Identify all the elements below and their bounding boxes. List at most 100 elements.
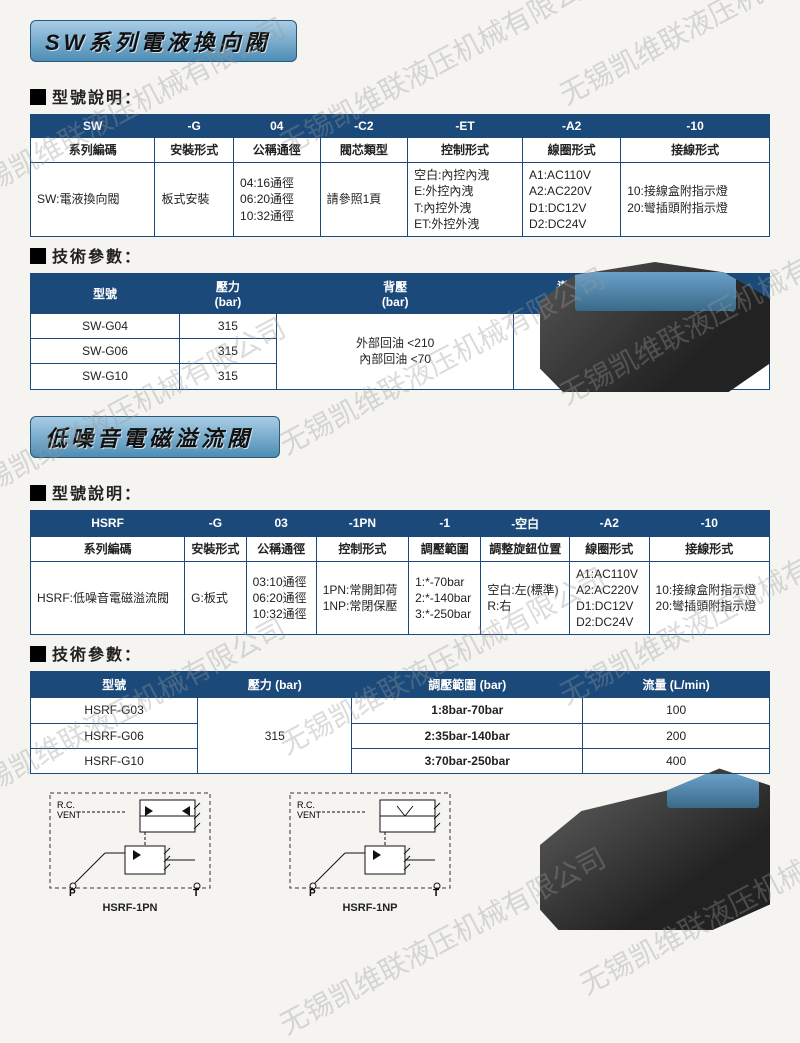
table-cell: HSRF-G03 <box>31 698 198 723</box>
section2-title: 低噪音電磁溢流閥 <box>30 416 280 458</box>
table-cell: HSRF-G06 <box>31 723 198 748</box>
square-bullet-icon <box>30 646 46 662</box>
table-header: 調壓範圍 (bar) <box>352 672 583 698</box>
table-cell: A1:AC110VA2:AC220VD1:DC12VD2:DC24V <box>523 163 621 237</box>
table-cell: 安裝形式 <box>155 138 234 163</box>
table-cell: 1:*-70bar2:*-140bar3:*-250bar <box>409 561 481 635</box>
section1-model-table: SW-G04-C2-ET-A2-10 系列編碼安裝形式公稱通徑閥芯類型控制形式線… <box>30 114 770 237</box>
diagram2-label: HSRF-1NP <box>280 902 460 914</box>
table-cell: 公稱通徑 <box>246 536 316 561</box>
table-cell: 控制形式 <box>316 536 408 561</box>
diagram1-label: HSRF-1PN <box>40 902 220 914</box>
diagram-hsrf-1pn: R.C. VENT P T HSRF-1PN <box>40 788 220 914</box>
table-cell: 外部回油 <210內部回油 <70 <box>276 313 514 389</box>
table-cell: 1:8bar-70bar <box>352 698 583 723</box>
table-header: SW <box>31 115 155 138</box>
section1-sub2-text: 技術參數： <box>52 249 142 266</box>
table-cell: 1PN:常開卸荷1NP:常閉保壓 <box>316 561 408 635</box>
diagram-rc-label: R.C. <box>57 800 75 810</box>
section2-sub1-text: 型號說明： <box>52 486 142 503</box>
table-header: 壓力 (bar) <box>198 672 352 698</box>
table-cell: 控制形式 <box>408 138 523 163</box>
table-cell: SW-G10 <box>31 364 180 389</box>
valve-photo-sw <box>540 262 770 392</box>
section2-tech-table: 型號壓力 (bar)調壓範圍 (bar)流量 (L/min) HSRF-G033… <box>30 671 770 774</box>
section2-model-table: HSRF-G03-1PN-1-空白-A2-10 系列編碼安裝形式公稱通徑控制形式… <box>30 510 770 636</box>
table-cell: 10:接線盒附指示燈20:彎插頭附指示燈 <box>649 561 769 635</box>
table-cell: 100 <box>583 698 770 723</box>
table-cell: 3:70bar-250bar <box>352 748 583 773</box>
table-cell: G:板式 <box>185 561 246 635</box>
table-cell: SW-G04 <box>31 313 180 338</box>
table-cell: 調整旋鈕位置 <box>481 536 570 561</box>
section2-sub2: 技術參數： <box>30 641 770 665</box>
section2-sub2-text: 技術參數： <box>52 647 142 664</box>
table-cell: 線圈形式 <box>523 138 621 163</box>
table-cell: SW-G06 <box>31 339 180 364</box>
svg-text:P: P <box>69 888 76 898</box>
table-row: HSRF-G10 3:70bar-250bar400 <box>31 748 770 773</box>
table-header: -C2 <box>320 115 407 138</box>
table-header: -10 <box>621 115 770 138</box>
table-header: 04 <box>234 115 321 138</box>
table-cell: 系列編碼 <box>31 138 155 163</box>
table-cell: 空白:內控內洩E:外控內洩T:內控外洩ET:外控外洩 <box>408 163 523 237</box>
section1-sub1-text: 型號說明： <box>52 90 142 107</box>
table-header: -1 <box>409 510 481 536</box>
table-header: 型號 <box>31 273 180 313</box>
table-header: -A2 <box>523 115 621 138</box>
table-header: -1PN <box>316 510 408 536</box>
square-bullet-icon <box>30 89 46 105</box>
table-cell: 空白:左(標準)R:右 <box>481 561 570 635</box>
table-header: -空白 <box>481 510 570 536</box>
table-header: HSRF <box>31 510 185 536</box>
svg-text:R.C.: R.C. <box>297 800 315 810</box>
table-cell: 10:接線盒附指示燈20:彎插頭附指示燈 <box>621 163 770 237</box>
table-row: HSRF-G06 2:35bar-140bar200 <box>31 723 770 748</box>
table-cell: 315 <box>179 364 276 389</box>
table-cell: 315 <box>198 698 352 774</box>
table-cell: 03:10通徑06:20通徑10:32通徑 <box>246 561 316 635</box>
table-cell: 公稱通徑 <box>234 138 321 163</box>
diagram-hsrf-1np: R.C. VENT P T HSRF-1NP <box>280 788 460 914</box>
table-cell: SW:電液換向閥 <box>31 163 155 237</box>
table-header: -ET <box>408 115 523 138</box>
svg-text:T: T <box>193 888 199 898</box>
table-cell: 調壓範圍 <box>409 536 481 561</box>
table-cell: 315 <box>179 313 276 338</box>
table-header: -10 <box>649 510 769 536</box>
section1-sub1: 型號說明： <box>30 84 770 108</box>
table-cell: HSRF:低噪音電磁溢流閥 <box>31 561 185 635</box>
table-header: -G <box>185 510 246 536</box>
square-bullet-icon <box>30 248 46 264</box>
table-header: 03 <box>246 510 316 536</box>
table-header: 流量 (L/min) <box>583 672 770 698</box>
svg-text:P: P <box>309 888 316 898</box>
table-cell: 線圈形式 <box>570 536 649 561</box>
table-header: -G <box>155 115 234 138</box>
table-cell: 400 <box>583 748 770 773</box>
table-cell: 接線形式 <box>621 138 770 163</box>
table-cell: 請參照1頁 <box>320 163 407 237</box>
valve-photo-hsrf <box>540 760 770 930</box>
table-header: 型號 <box>31 672 198 698</box>
section2-sub1: 型號說明： <box>30 480 770 504</box>
table-header: 壓力(bar) <box>179 273 276 313</box>
table-cell: 315 <box>179 339 276 364</box>
table-row: HSRF-G033151:8bar-70bar100 <box>31 698 770 723</box>
table-cell: 閥芯類型 <box>320 138 407 163</box>
table-cell: HSRF-G10 <box>31 748 198 773</box>
section1-title: SW系列電液換向閥 <box>30 20 297 62</box>
table-cell: 接線形式 <box>649 536 769 561</box>
table-cell: 系列編碼 <box>31 536 185 561</box>
table-cell: 安裝形式 <box>185 536 246 561</box>
table-cell: 200 <box>583 723 770 748</box>
square-bullet-icon <box>30 485 46 501</box>
table-cell: 板式安裝 <box>155 163 234 237</box>
table-header: -A2 <box>570 510 649 536</box>
table-cell: 2:35bar-140bar <box>352 723 583 748</box>
table-header: 背壓(bar) <box>276 273 514 313</box>
table-cell: 04:16通徑06:20通徑10:32通徑 <box>234 163 321 237</box>
table-cell: A1:AC110VA2:AC220VD1:DC12VD2:DC24V <box>570 561 649 635</box>
svg-text:T: T <box>433 888 439 898</box>
